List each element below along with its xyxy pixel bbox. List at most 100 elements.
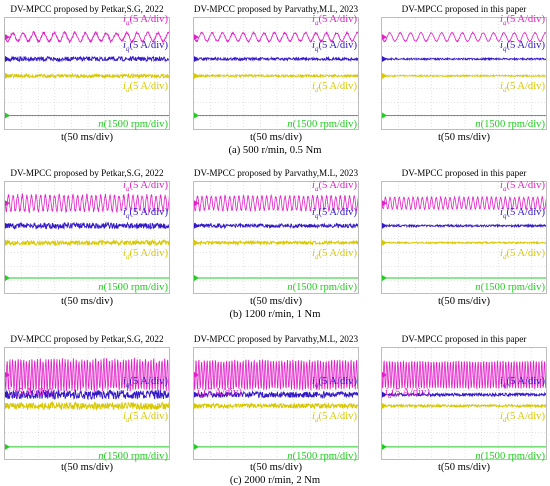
iq-label: iq(5 A/div) <box>312 206 357 220</box>
ia-trace <box>194 358 358 391</box>
iq-label-text: (5 A/div) <box>318 39 357 51</box>
row-caption: (c) 2000 r/min, 2 Nm <box>229 475 321 486</box>
n-channel-marker <box>382 275 387 282</box>
id-label-text: (5 A/div) <box>129 410 168 422</box>
id-label: id(5 A/div) <box>312 247 357 261</box>
speed-label-text: (1500 rpm/div) <box>103 282 168 294</box>
id-channel-marker <box>5 72 10 79</box>
scope-plot <box>382 18 546 129</box>
n-channel-marker <box>5 443 10 450</box>
time-axis-label: t(50 ms/div) <box>60 462 114 473</box>
iq-trace <box>382 223 546 229</box>
ia-label: ia(5 A/div) <box>123 180 168 194</box>
iq-channel-marker <box>382 55 387 62</box>
panel-title: DV-MPCC proposed in this paper <box>401 4 527 14</box>
ia-label: ia(5 A/div) <box>312 180 357 194</box>
iq-label: iq(5 A/div) <box>500 39 545 54</box>
ia-label: ia(5 A/div) <box>312 14 357 28</box>
iq-channel-marker <box>5 391 10 398</box>
id-trace <box>382 73 546 78</box>
id-channel-marker <box>5 239 10 246</box>
speed-label-text: (1500 rpm/div) <box>103 119 168 131</box>
panel-title: DV-MPCC proposed by Petkar,S.G, 2022 <box>10 168 164 178</box>
iq-label-text: (5 A/div) <box>318 206 357 218</box>
id-trace <box>5 238 169 247</box>
scope-plot <box>5 182 169 293</box>
scope-plot <box>5 18 169 129</box>
iq-channel-marker <box>194 55 199 62</box>
speed-label: n(1500 rpm/div) <box>475 119 545 131</box>
ia-trace <box>382 359 546 390</box>
speed-label-text: (1500 rpm/div) <box>480 450 545 462</box>
n-channel-marker <box>5 112 10 119</box>
id-channel-marker <box>382 239 387 246</box>
id-label-text: (5 A/div) <box>506 247 545 259</box>
scope-screen <box>4 181 170 294</box>
id-trace <box>194 401 358 410</box>
scope-plot <box>194 182 358 293</box>
ia-label-text: (5 A/div) <box>129 180 168 192</box>
iq-label-text: (5 A/div) <box>506 39 545 51</box>
scope-plot <box>382 182 546 293</box>
iq-label: iq(5 A/div) <box>123 375 168 389</box>
iq-trace <box>382 391 546 398</box>
speed-label-text: (1500 rpm/div) <box>103 450 168 462</box>
iq-channel-marker <box>5 55 10 62</box>
ia-label: ia(5 A/div) <box>385 386 430 400</box>
iq-trace <box>194 55 358 63</box>
speed-label-text: (1500 rpm/div) <box>480 119 545 131</box>
iq-channel-marker <box>194 391 199 398</box>
iq-label-text: (5 A/div) <box>506 375 545 387</box>
panel-title: DV-MPCC proposed by Parvathy,M.L, 2023 <box>193 168 359 178</box>
n-channel-marker <box>194 443 199 450</box>
id-trace <box>194 239 358 247</box>
id-label: id(5 A/div) <box>123 410 168 425</box>
ia-label-text: (5 A/div) <box>391 386 430 398</box>
iq-label-text: (5 A/div) <box>129 375 168 387</box>
id-label-text: (5 A/div) <box>318 410 357 422</box>
speed-label: n(1500 rpm/div) <box>475 282 545 294</box>
speed-label: n(1500 rpm/div) <box>287 450 357 462</box>
ia-trace <box>194 193 358 213</box>
iq-trace <box>194 389 358 400</box>
speed-label: n(1500 rpm/div) <box>475 450 545 462</box>
iq-label: iq(5 A/div) <box>500 375 545 389</box>
id-label-text: (5 A/div) <box>318 247 357 259</box>
scope-screen <box>381 347 547 460</box>
id-label: id(5 A/div) <box>500 410 545 425</box>
id-label-text: (5 A/div) <box>318 80 357 92</box>
speed-label: n(1500 rpm/div) <box>98 450 168 462</box>
iq-label-text: (5 A/div) <box>129 206 168 218</box>
panel-title: DV-MPCC proposed by Petkar,S.G, 2022 <box>10 4 164 14</box>
panel-title: DV-MPCC proposed by Parvathy,M.L, 2023 <box>193 4 359 14</box>
ia-label-text: (5 A/div) <box>14 386 53 398</box>
speed-label: n(1500 rpm/div) <box>287 282 357 294</box>
ia-channel-marker <box>382 200 387 207</box>
n-channel-marker <box>382 112 387 119</box>
row-caption: (b) 1200 r/min, 1 Nm <box>229 309 321 320</box>
ia-label: ia(5 A/div) <box>197 386 242 400</box>
panel-title: DV-MPCC proposed in this paper <box>401 334 527 344</box>
time-axis-label: t(50 ms/div) <box>249 462 303 473</box>
ia-trace <box>5 357 169 392</box>
ia-channel-marker <box>382 371 387 378</box>
n-channel-marker <box>194 275 199 282</box>
speed-label: n(1500 rpm/div) <box>98 119 168 131</box>
iq-channel-marker <box>194 222 199 229</box>
n-channel-marker <box>382 443 387 450</box>
speed-label-text: (1500 rpm/div) <box>292 282 357 294</box>
scope-screen <box>193 181 359 294</box>
scope-plot <box>5 348 169 459</box>
ia-label: ia(5 A/div) <box>500 180 545 194</box>
ia-trace <box>5 192 169 214</box>
speed-label-text: (1500 rpm/div) <box>480 282 545 294</box>
iq-label-text: (5 A/div) <box>129 39 168 51</box>
ia-trace <box>5 30 169 44</box>
speed-label: n(1500 rpm/div) <box>287 119 357 131</box>
ia-trace <box>194 30 358 44</box>
iq-channel-marker <box>5 222 10 229</box>
id-channel-marker <box>382 402 387 409</box>
panel-title: DV-MPCC proposed by Petkar,S.G, 2022 <box>10 334 164 344</box>
n-channel-marker <box>5 275 10 282</box>
iq-label: iq(5 A/div) <box>123 39 168 54</box>
